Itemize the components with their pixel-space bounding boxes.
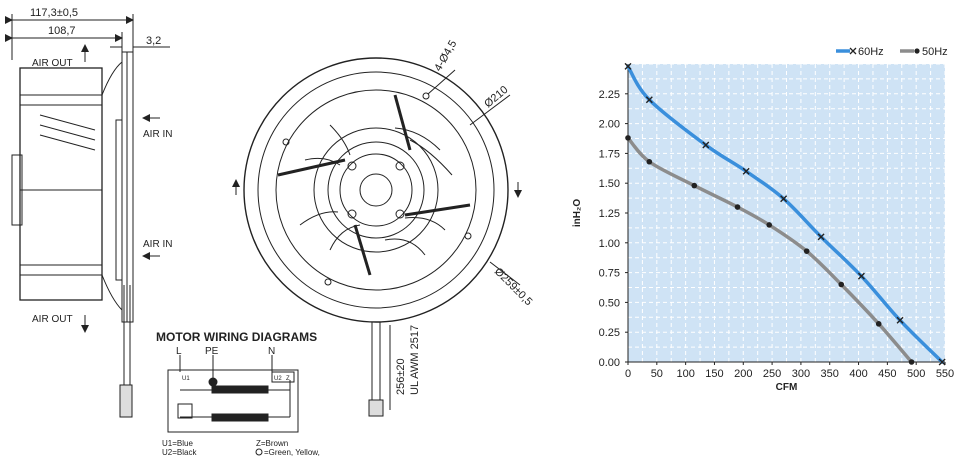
- terminal-u1: U1: [182, 376, 190, 382]
- wiring-diagram: [167, 355, 299, 433]
- y-tick-label: 0.25: [599, 327, 620, 339]
- x-tick-label: 100: [676, 368, 694, 380]
- ground-symbol-icon: [255, 448, 263, 456]
- data-point: [896, 316, 904, 324]
- y-tick-label: 0.75: [599, 268, 620, 280]
- terminal-l: L: [176, 346, 182, 357]
- legend-u1: U1=Blue: [162, 439, 193, 448]
- x-tick-label: 200: [734, 368, 752, 380]
- side-view: [5, 14, 170, 418]
- data-point: [702, 141, 710, 149]
- data-point: [646, 158, 653, 165]
- x-tick-label: 400: [849, 368, 867, 380]
- data-point: [691, 182, 698, 189]
- y-tick-label: 1.25: [599, 208, 620, 220]
- performance-chart: 0 50 100 150 200 250 300 350 400 450 500 550 0.00 0.2…: [572, 46, 954, 393]
- legend-u2: U2=Black: [162, 448, 197, 457]
- data-point: [645, 96, 653, 104]
- data-point: [857, 272, 865, 280]
- terminal-z: Z: [286, 376, 290, 382]
- y-tick-label: 1.50: [599, 178, 620, 190]
- holes-dimension: 4-Ø4,5: [432, 38, 459, 73]
- x-tick-label: 300: [792, 368, 810, 380]
- legend-ground: =Green, Yellow,: [264, 448, 320, 457]
- air-out-top-label: AIR OUT: [32, 58, 73, 69]
- data-point: [624, 62, 632, 70]
- data-point: [780, 195, 788, 203]
- x-tick-label: 250: [763, 368, 781, 380]
- y-tick-label: 0.00: [599, 357, 620, 369]
- air-in-top-label: AIR IN: [143, 129, 172, 140]
- air-in-bottom-label: AIR IN: [143, 239, 172, 250]
- x-axis-title: CFM: [776, 382, 798, 393]
- data-point: [625, 135, 631, 141]
- legend-z: Z=Brown: [256, 439, 288, 448]
- data-point: [734, 204, 741, 210]
- x-tick-label: 350: [821, 368, 839, 380]
- y-tick-label: 2.25: [599, 89, 620, 101]
- data-point: [766, 222, 773, 228]
- dim-overall-length: 117,3±0,5: [30, 7, 78, 19]
- outer-diameter-dimension: Ø259±0,5: [492, 266, 535, 309]
- y-tick-label: 1.75: [599, 148, 620, 160]
- data-point: [908, 359, 915, 365]
- cable-spec-label: UL AWM 2517: [409, 325, 421, 395]
- legend-marker: [914, 48, 920, 54]
- data-point: [875, 321, 882, 327]
- cable-length-dimension: 256±20: [395, 358, 407, 395]
- terminal-u2: U2: [274, 376, 282, 382]
- data-point: [938, 358, 946, 366]
- x-tick-label: 150: [705, 368, 723, 380]
- dim-plate-thickness: 3,2: [146, 35, 161, 47]
- legend-label: 60Hz: [858, 46, 884, 58]
- x-tick-label: 0: [625, 368, 631, 380]
- x-tick-label: 450: [878, 368, 896, 380]
- terminal-n: N: [268, 346, 275, 357]
- x-tick-label: 50: [651, 368, 663, 380]
- data-point: [838, 281, 845, 288]
- air-out-bottom-label: AIR OUT: [32, 314, 73, 325]
- front-view: [232, 57, 522, 417]
- inner-diameter-dimension: Ø210: [482, 84, 510, 110]
- data-point: [803, 248, 810, 254]
- x-tick-label: 550: [936, 368, 954, 380]
- y-tick-label: 0.50: [599, 297, 620, 309]
- y-tick-label: 1.00: [599, 238, 620, 250]
- wiring-title: MOTOR WIRING DIAGRAMS: [156, 330, 317, 344]
- y-tick-label: 2.00: [599, 119, 620, 131]
- legend-marker: [849, 47, 857, 55]
- data-point: [817, 233, 825, 241]
- data-point: [742, 167, 750, 175]
- dim-inner-length: 108,7: [48, 25, 76, 37]
- x-tick-label: 500: [907, 368, 925, 380]
- y-axis-title: inH₂O: [572, 199, 583, 228]
- terminal-pe: PE: [205, 346, 219, 357]
- legend-label: 50Hz: [922, 46, 948, 58]
